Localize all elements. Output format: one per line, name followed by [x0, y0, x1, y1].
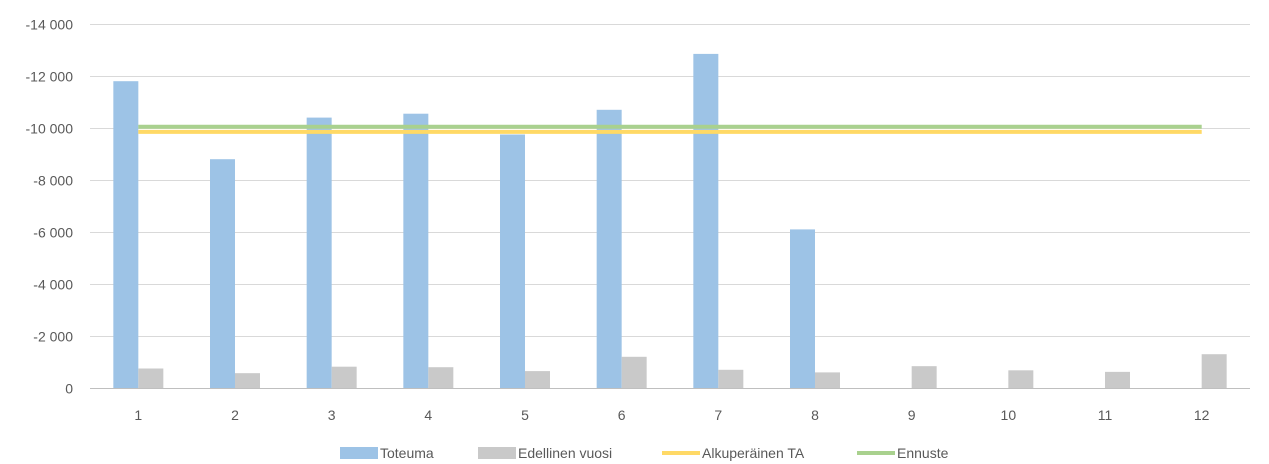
- bar-edellinen-vuosi: [235, 373, 260, 388]
- bar-toteuma: [306, 117, 332, 388]
- legend-swatch-toteuma: [340, 447, 378, 459]
- bar-toteuma: [403, 113, 429, 388]
- x-tick-label: 7: [714, 407, 722, 423]
- bar-edellinen-vuosi: [815, 372, 840, 388]
- y-tick-label: -14 000: [26, 17, 74, 33]
- legend-swatch-edellinen-vuosi: [478, 447, 516, 459]
- y-tick-label: -2 000: [33, 329, 73, 345]
- bar-edellinen-vuosi: [428, 367, 454, 388]
- bar-edellinen-vuosi: [525, 371, 550, 388]
- bar-edellinen-vuosi: [911, 366, 937, 388]
- bar-toteuma: [500, 134, 525, 388]
- legend-label-toteuma: Toteuma: [380, 445, 434, 461]
- x-tick-label: 12: [1194, 407, 1210, 423]
- y-tick-label: -12 000: [26, 69, 74, 85]
- x-tick-label: 2: [231, 407, 239, 423]
- bar-edellinen-vuosi: [138, 368, 164, 388]
- bar-edellinen-vuosi: [1201, 354, 1227, 388]
- y-tick-label: -6 000: [33, 225, 73, 241]
- x-tick-label: 10: [1001, 407, 1017, 423]
- x-tick-label: 9: [908, 407, 916, 423]
- bar-toteuma: [790, 229, 815, 388]
- bar-edellinen-vuosi: [1105, 371, 1130, 388]
- legend: Toteuma Edellinen vuosi Alkuperäinen TA Enn…: [340, 445, 949, 461]
- bar-edellinen-vuosi: [718, 369, 744, 388]
- x-tick-label: 1: [134, 407, 142, 423]
- bar-toteuma: [693, 53, 719, 389]
- x-tick-label: 8: [811, 407, 819, 423]
- x-tick-label: 3: [328, 407, 336, 423]
- y-tick-label: -8 000: [33, 173, 73, 189]
- bar-toteuma: [113, 81, 139, 388]
- x-tick-label: 6: [618, 407, 626, 423]
- bars: [113, 53, 1227, 389]
- y-tick-label: 0: [65, 381, 73, 397]
- bar-edellinen-vuosi: [621, 356, 647, 388]
- bar-edellinen-vuosi: [331, 366, 357, 388]
- lines: [138, 124, 1202, 134]
- legend-label-alkuperainen-ta: Alkuperäinen TA: [702, 445, 805, 461]
- bar-toteuma: [596, 109, 622, 389]
- legend-label-edellinen-vuosi: Edellinen vuosi: [518, 445, 612, 461]
- x-tick-label: 5: [521, 407, 529, 423]
- x-tick-label: 11: [1098, 407, 1113, 423]
- y-tick-label: -4 000: [33, 277, 73, 293]
- legend-label-ennuste: Ennuste: [897, 445, 949, 461]
- x-tick-label: 4: [424, 407, 432, 423]
- axes: -14 000 -12 000 -10 000 -8 000 -6 000 -4 000 -…: [26, 17, 1250, 423]
- gridlines: [90, 24, 1250, 337]
- bar-edellinen-vuosi: [1008, 370, 1034, 388]
- bar-toteuma: [210, 159, 235, 388]
- y-tick-label: -10 000: [26, 121, 74, 137]
